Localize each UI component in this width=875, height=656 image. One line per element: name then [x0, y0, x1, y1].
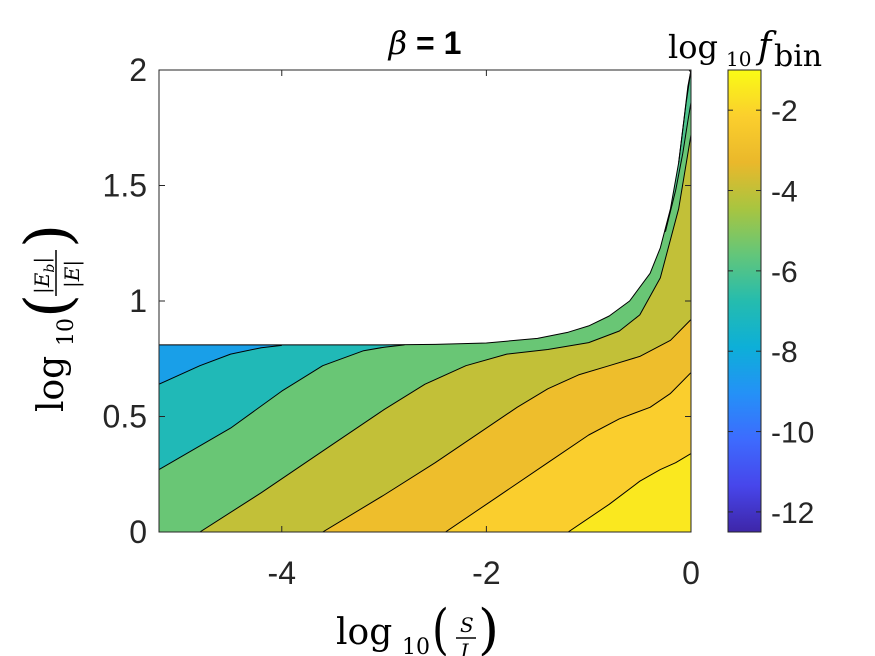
- svg-text:10: 10: [54, 318, 79, 346]
- contour-line-4: [445, 372, 691, 532]
- y-axis-label: log 10 ( |Eb| |E| ): [11, 224, 85, 412]
- contour-line-1: [159, 344, 405, 471]
- colorbar-tick-label: -2: [771, 95, 798, 128]
- contour-line-7: [678, 70, 691, 163]
- colorbar-ticks: -12 -10 -8 -6 -4 -2: [728, 95, 814, 530]
- svg-text:(: (: [11, 294, 84, 318]
- svg-text:log: log: [336, 612, 392, 653]
- contour-line-5: [567, 453, 691, 532]
- x-tick-label: -2: [472, 555, 500, 591]
- colorbar-tick-label: -8: [771, 336, 798, 369]
- contour-line-2: [199, 134, 691, 532]
- svg-text:10: 10: [402, 635, 430, 656]
- x-tick-label: 0: [682, 555, 700, 591]
- svg-text:bin: bin: [774, 39, 822, 74]
- chart-title-rest: = 1: [407, 25, 461, 61]
- colorbar-tick-label: -6: [771, 256, 798, 289]
- svg-text:J: J: [456, 639, 469, 656]
- x-axis-label: log 10 ( S J ): [336, 598, 499, 656]
- svg-text:|E|: |E|: [60, 260, 85, 288]
- svg-text:log: log: [31, 356, 72, 412]
- y-tick-label: 2: [129, 52, 147, 88]
- colorbar: -12 -10 -8 -6 -4 -2 log 10 f bin: [668, 26, 822, 533]
- contour-bands: [159, 70, 691, 532]
- svg-text:): ): [478, 598, 499, 656]
- colorbar-frame: [727, 69, 762, 533]
- y-axis: 0 0.5 1 1.5 2: [103, 52, 691, 550]
- svg-text:|Eb|: |Eb|: [30, 257, 58, 294]
- contour-band-6: [568, 453, 691, 532]
- contour-line-0: [159, 344, 282, 385]
- x-axis: -4 -2 0: [268, 70, 700, 591]
- svg-text:log: log: [668, 28, 718, 66]
- contour-lines: [159, 70, 691, 532]
- svg-text:10: 10: [726, 47, 751, 71]
- y-tick-label: 0: [129, 514, 147, 550]
- y-tick-label: 1: [129, 283, 147, 319]
- chart-title-greek: β: [388, 24, 408, 62]
- colorbar-label: log 10 f bin: [668, 26, 822, 74]
- colorbar-gradient: [728, 70, 761, 532]
- colorbar-tick-label: -4: [771, 176, 798, 209]
- contour-line-8: [664, 102, 691, 232]
- plot-area: [158, 69, 692, 533]
- colorbar-tick-label: -12: [771, 497, 814, 530]
- y-tick-label: 1.5: [103, 168, 147, 204]
- svg-text:): ): [11, 224, 84, 248]
- x-tick-label: -4: [268, 555, 296, 591]
- chart-title: β = 1: [388, 24, 462, 62]
- svg-text:(: (: [432, 598, 449, 656]
- colorbar-tick-label: -10: [771, 417, 814, 450]
- svg-text:S: S: [460, 613, 474, 637]
- y-tick-label: 0.5: [103, 399, 147, 435]
- boundary-line: [159, 70, 691, 346]
- contour-line-3: [322, 319, 691, 532]
